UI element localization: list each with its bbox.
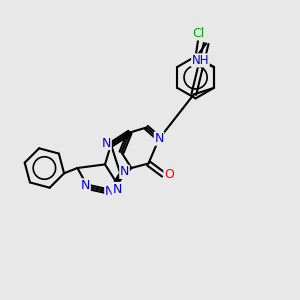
Text: N: N	[112, 183, 122, 196]
Text: N: N	[105, 185, 114, 198]
Text: N: N	[81, 179, 90, 192]
Text: O: O	[164, 168, 174, 181]
Text: Cl: Cl	[192, 27, 204, 40]
Text: N: N	[154, 132, 164, 145]
Text: N: N	[112, 182, 122, 196]
Text: N: N	[102, 136, 111, 150]
Text: NH: NH	[192, 54, 209, 67]
Text: N: N	[120, 165, 129, 178]
